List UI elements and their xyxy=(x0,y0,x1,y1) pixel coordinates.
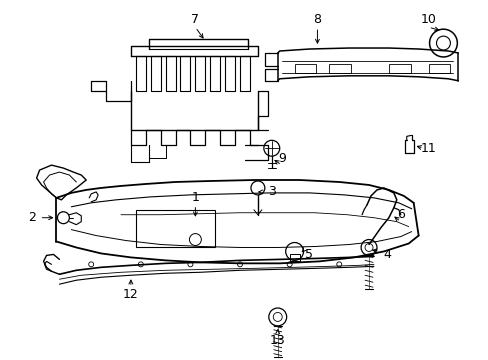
Text: 7: 7 xyxy=(191,13,199,26)
Text: 3: 3 xyxy=(267,185,275,198)
Text: 11: 11 xyxy=(420,142,436,155)
Text: 6: 6 xyxy=(396,208,404,221)
Text: 9: 9 xyxy=(277,152,285,165)
Text: 1: 1 xyxy=(191,192,199,204)
Text: 13: 13 xyxy=(269,334,285,347)
Text: 12: 12 xyxy=(123,288,139,301)
Bar xyxy=(289,255,299,261)
Text: 4: 4 xyxy=(382,248,390,261)
Bar xyxy=(427,64,449,73)
Text: 5: 5 xyxy=(305,248,313,261)
Bar xyxy=(328,64,350,73)
Bar xyxy=(136,210,215,247)
Text: 2: 2 xyxy=(28,211,36,224)
Bar xyxy=(388,64,410,73)
Text: 10: 10 xyxy=(420,13,436,26)
Text: 8: 8 xyxy=(313,13,321,26)
Bar xyxy=(294,64,316,73)
